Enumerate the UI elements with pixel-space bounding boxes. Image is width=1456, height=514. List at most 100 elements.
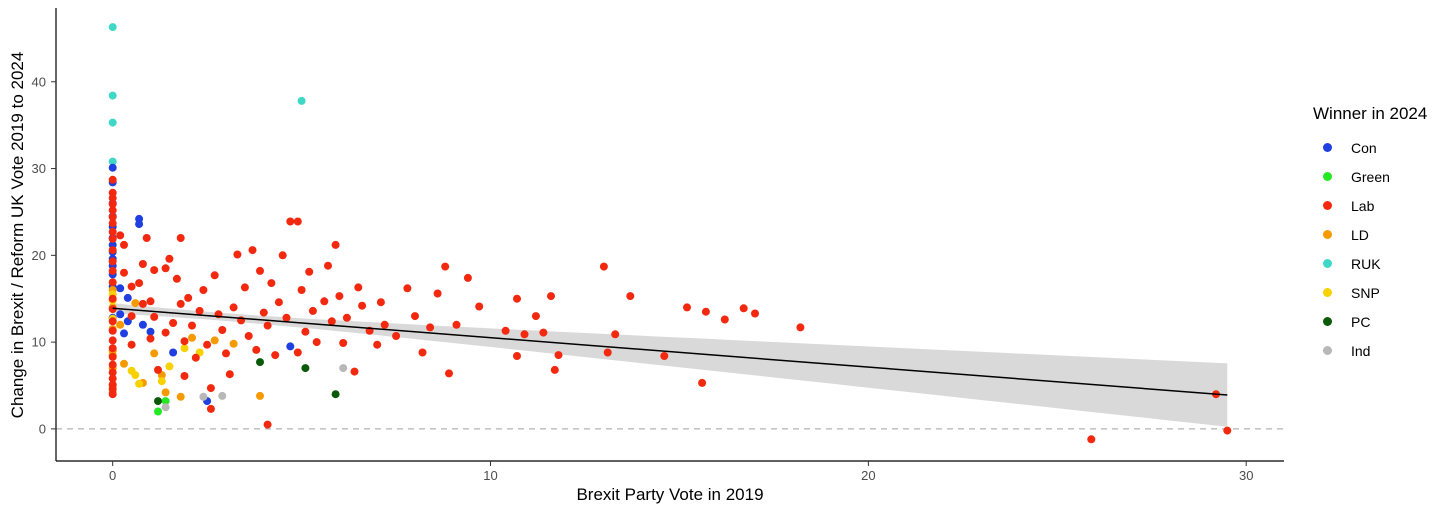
data-point-lab bbox=[547, 292, 555, 301]
data-point-lab bbox=[108, 200, 117, 209]
data-point-lab bbox=[445, 369, 453, 378]
data-point-lab bbox=[513, 294, 521, 303]
data-point-lab bbox=[392, 332, 401, 340]
data-point-lab bbox=[108, 246, 117, 255]
data-point-lab bbox=[626, 292, 635, 301]
axes-layer: 0 10 20 30 0 10 20 30 40 bbox=[32, 8, 1284, 483]
legend-label: Green bbox=[1351, 168, 1390, 185]
data-point-lab bbox=[108, 278, 117, 287]
data-point-lab bbox=[195, 306, 204, 315]
data-point-lab bbox=[293, 217, 302, 226]
trend-line bbox=[112, 307, 1228, 396]
legend-swatch bbox=[1323, 317, 1332, 326]
data-point-snp bbox=[165, 362, 174, 371]
legend-items: Con Green Lab LD RUK SNP PC Ind bbox=[1313, 133, 1427, 365]
data-point-ruk bbox=[108, 118, 117, 127]
data-point-ld bbox=[131, 299, 140, 308]
data-point-lab bbox=[176, 234, 185, 242]
legend-swatch bbox=[1323, 201, 1332, 210]
data-point-lab bbox=[120, 240, 128, 249]
data-point-lab bbox=[233, 250, 242, 259]
data-point-lab bbox=[218, 326, 227, 334]
data-point-lab bbox=[550, 365, 559, 374]
data-point-lab bbox=[308, 306, 317, 315]
data-point-lab bbox=[116, 231, 125, 240]
data-point-lab bbox=[720, 315, 729, 324]
x-tick-label: 10 bbox=[483, 468, 497, 483]
data-point-ld bbox=[150, 349, 159, 358]
data-point-ruk bbox=[297, 96, 306, 105]
data-point-green bbox=[154, 407, 162, 416]
data-point-lab bbox=[411, 312, 419, 321]
data-point-lab bbox=[256, 266, 264, 275]
data-point-lab bbox=[191, 353, 200, 362]
data-point-con bbox=[286, 342, 295, 351]
data-point-lab bbox=[108, 257, 117, 266]
data-point-lab bbox=[108, 317, 117, 326]
data-point-lab bbox=[252, 345, 261, 354]
data-point-lab bbox=[426, 323, 435, 332]
y-tick-label: 30 bbox=[32, 161, 46, 176]
data-point-lab bbox=[286, 217, 295, 226]
x-tick-label: 30 bbox=[1239, 468, 1253, 483]
data-point-ind bbox=[199, 392, 208, 401]
data-point-lab bbox=[320, 297, 329, 306]
y-tick-label: 0 bbox=[39, 421, 46, 436]
data-point-con bbox=[135, 220, 144, 229]
data-point-lab bbox=[339, 339, 348, 347]
data-point-lab bbox=[433, 289, 442, 298]
data-point-ruk bbox=[108, 91, 117, 100]
data-point-ld bbox=[188, 333, 196, 342]
legend-title: Winner in 2024 bbox=[1313, 104, 1428, 123]
data-point-lab bbox=[1087, 435, 1096, 444]
data-point-lab bbox=[259, 308, 268, 317]
data-point-con bbox=[116, 310, 125, 319]
data-point-lab bbox=[380, 320, 389, 329]
data-point-lab bbox=[539, 328, 548, 337]
data-point-lab bbox=[271, 351, 280, 360]
trend-line-layer bbox=[112, 307, 1228, 396]
data-point-lab bbox=[603, 348, 612, 357]
data-point-lab bbox=[599, 262, 608, 271]
confidence-band-layer bbox=[112, 303, 1228, 427]
legend-item-green: Green bbox=[1313, 162, 1427, 191]
y-tick-label: 10 bbox=[32, 335, 46, 350]
data-point-lab bbox=[278, 251, 287, 260]
data-point-lab bbox=[274, 298, 283, 307]
data-point-lab bbox=[531, 312, 540, 321]
data-point-lab bbox=[796, 323, 805, 332]
data-point-ld bbox=[210, 336, 219, 345]
legend-swatch bbox=[1323, 172, 1332, 181]
data-point-lab bbox=[248, 246, 257, 255]
data-point-snp bbox=[131, 371, 140, 380]
x-axis-title: Brexit Party Vote in 2019 bbox=[576, 485, 763, 504]
data-point-lab bbox=[138, 260, 147, 268]
data-point-lab bbox=[108, 305, 117, 314]
data-point-lab bbox=[683, 303, 691, 312]
legend-item-lab: Lab bbox=[1313, 191, 1427, 220]
legend-label: PC bbox=[1351, 313, 1371, 330]
data-point-lab bbox=[305, 267, 314, 276]
data-point-con bbox=[146, 327, 155, 336]
data-point-lab bbox=[108, 266, 117, 275]
data-point-lab bbox=[180, 372, 189, 380]
data-point-lab bbox=[169, 319, 178, 327]
data-point-lab bbox=[324, 261, 332, 270]
data-point-lab bbox=[203, 340, 212, 349]
data-point-lab bbox=[293, 348, 302, 357]
data-point-lab bbox=[403, 284, 412, 293]
data-point-lab bbox=[701, 307, 710, 316]
legend-item-ruk: RUK bbox=[1313, 249, 1427, 278]
data-point-lab bbox=[142, 234, 151, 242]
data-point-lab bbox=[108, 194, 117, 203]
data-point-lab bbox=[108, 234, 117, 243]
data-point-lab bbox=[312, 338, 321, 347]
data-point-ld bbox=[161, 388, 170, 397]
data-point-lab bbox=[1223, 426, 1232, 435]
data-point-lab bbox=[376, 298, 385, 307]
legend-swatch bbox=[1323, 230, 1332, 239]
data-point-ruk bbox=[108, 157, 117, 166]
data-point-lab bbox=[184, 293, 193, 302]
data-point-ld bbox=[176, 392, 185, 401]
legend-label: RUK bbox=[1351, 255, 1381, 272]
